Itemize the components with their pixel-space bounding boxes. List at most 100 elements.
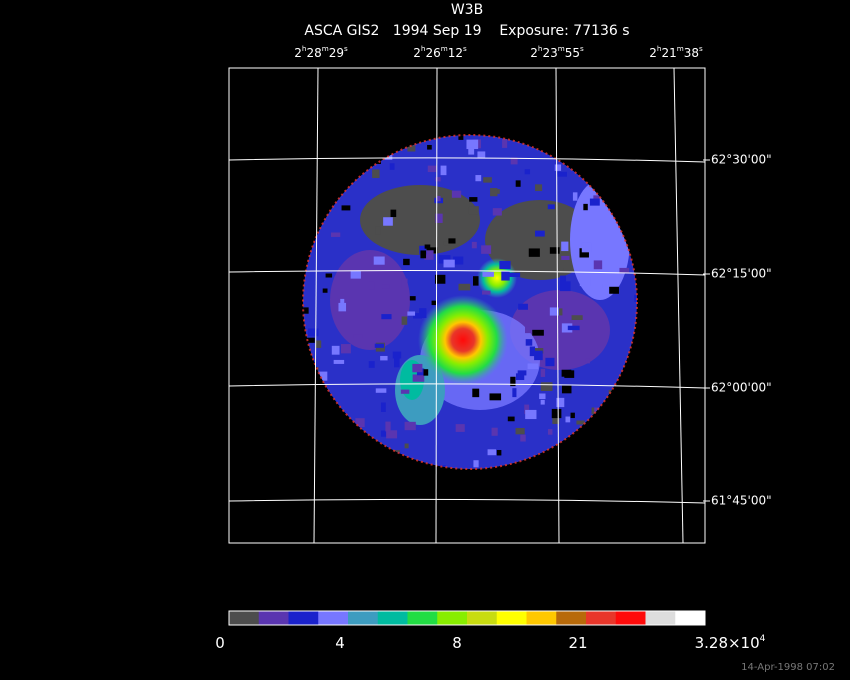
speckle	[554, 164, 562, 171]
speckle	[436, 195, 441, 202]
ra-label-part: 28	[306, 46, 321, 60]
speckle	[517, 370, 527, 376]
speckle	[330, 232, 341, 237]
speckle	[333, 359, 345, 364]
speckle	[571, 315, 583, 320]
speckle	[412, 363, 423, 373]
speckle	[355, 418, 365, 428]
speckle	[535, 230, 545, 237]
colorbar-label: 4	[335, 634, 345, 652]
speckle	[368, 281, 375, 290]
speckle	[381, 456, 393, 466]
ra-label-part: s	[344, 44, 348, 53]
speckle	[372, 169, 380, 179]
speckle	[552, 414, 560, 424]
speckle	[518, 303, 528, 310]
colorbar-frame	[228, 610, 706, 626]
speckle	[585, 358, 590, 364]
speckle	[617, 414, 629, 421]
speckle	[636, 338, 637, 348]
speckle	[341, 205, 351, 211]
speckle	[499, 260, 511, 270]
speckle	[579, 248, 589, 258]
ra-label-part: m	[558, 44, 565, 53]
colorbar-label: 3.28×104	[695, 634, 766, 652]
speckle	[392, 351, 402, 359]
speckle	[555, 308, 563, 316]
speckle	[468, 206, 479, 215]
speckle	[560, 275, 567, 284]
speckle	[311, 434, 321, 441]
colorbar-swatch	[526, 611, 557, 625]
speckle	[403, 258, 410, 266]
speckle	[394, 357, 400, 368]
ra-label-part: m	[322, 44, 329, 53]
speckle	[424, 244, 431, 249]
speckle	[549, 247, 560, 254]
speckle	[315, 340, 322, 348]
speckle	[309, 416, 315, 423]
speckle	[614, 141, 627, 148]
speckle	[374, 343, 384, 348]
speckle	[589, 198, 600, 206]
speckle	[491, 427, 498, 436]
ra-label-part: 2	[413, 46, 421, 60]
speckle	[367, 144, 376, 153]
speckle	[333, 416, 341, 423]
colorbar-label: 21	[568, 634, 587, 652]
speckle	[549, 307, 559, 316]
speckle	[451, 190, 462, 198]
ra-label-part: 38	[684, 46, 699, 60]
speckle	[559, 281, 571, 292]
speckle	[607, 152, 618, 160]
speckle	[556, 397, 565, 408]
speckle	[375, 388, 387, 393]
speckle	[509, 272, 521, 277]
speckle	[525, 326, 532, 334]
speckle	[612, 201, 622, 207]
ra-label-part: 21	[661, 46, 676, 60]
speckle	[307, 424, 317, 434]
speckle	[380, 430, 387, 437]
speckle	[579, 277, 591, 287]
speckle	[371, 455, 377, 461]
speckle	[375, 226, 381, 235]
speckle	[340, 344, 351, 354]
speckle	[481, 245, 492, 254]
ra-label-part: 12	[448, 46, 463, 60]
speckle	[337, 442, 343, 452]
speckle	[326, 468, 333, 469]
speckle	[561, 323, 573, 333]
colorbar-label-part: 21	[568, 634, 587, 652]
speckle	[325, 273, 333, 278]
speckle	[520, 270, 530, 275]
colorbar-swatch	[258, 611, 289, 625]
ra-label-part: s	[463, 44, 467, 53]
speckle	[477, 151, 486, 158]
speckle	[515, 373, 525, 380]
speckle	[346, 443, 358, 454]
speckle	[329, 171, 340, 180]
colorbar-swatch	[348, 611, 379, 625]
speckle	[448, 238, 456, 244]
speckle	[535, 184, 543, 192]
colorbar-swatch	[407, 611, 438, 625]
colorbar-label-part: 3.28×10	[695, 634, 760, 652]
speckle	[325, 135, 335, 141]
speckle	[303, 307, 309, 314]
speckle	[342, 452, 355, 458]
speckle	[483, 177, 492, 183]
speckle	[303, 337, 315, 343]
speckle	[440, 165, 447, 176]
ra-label-part: m	[441, 44, 448, 53]
speckle	[613, 142, 625, 148]
speckle	[579, 441, 592, 450]
speckle	[382, 284, 390, 289]
title: W3B	[451, 2, 483, 18]
speckle	[409, 296, 416, 301]
speckle	[567, 325, 580, 331]
speckle	[434, 274, 446, 284]
speckle	[307, 328, 319, 337]
